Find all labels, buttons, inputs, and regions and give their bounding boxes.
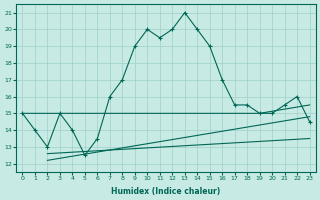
X-axis label: Humidex (Indice chaleur): Humidex (Indice chaleur) <box>111 187 221 196</box>
